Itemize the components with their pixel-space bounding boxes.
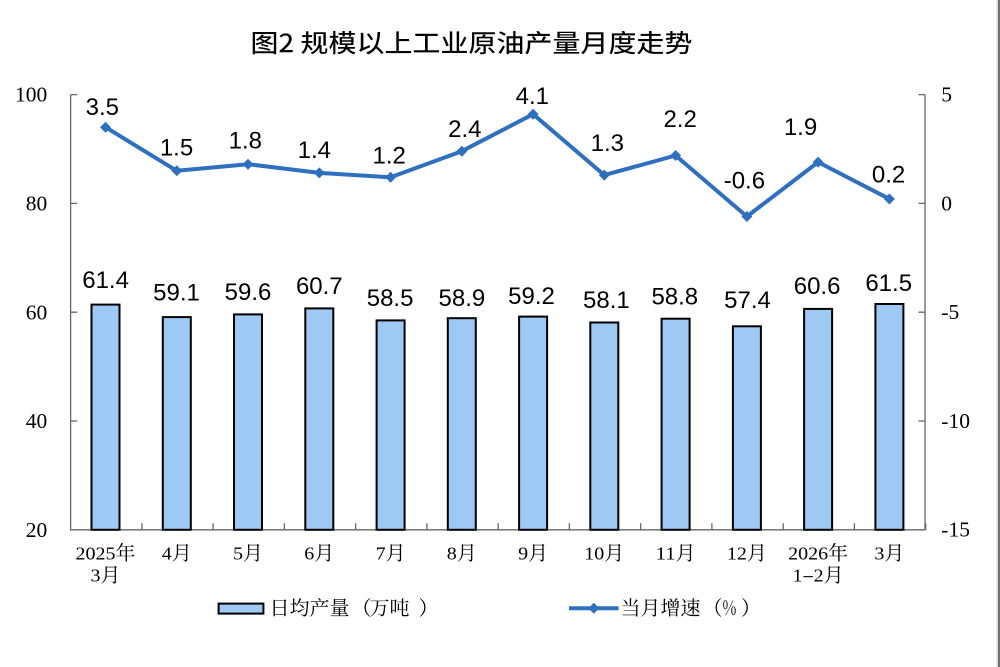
svg-text:-10: -10 bbox=[941, 409, 970, 433]
svg-text:59.1: 59.1 bbox=[153, 280, 200, 307]
svg-text:1.8: 1.8 bbox=[229, 127, 262, 154]
svg-text:0: 0 bbox=[941, 191, 952, 215]
svg-text:0.2: 0.2 bbox=[872, 162, 905, 189]
svg-text:7: 7 bbox=[376, 543, 386, 563]
svg-text:2.4: 2.4 bbox=[448, 116, 481, 143]
svg-text:1: 1 bbox=[793, 565, 803, 585]
svg-text:40: 40 bbox=[26, 409, 48, 433]
svg-text:11: 11 bbox=[656, 543, 676, 563]
svg-text:58.1: 58.1 bbox=[583, 287, 630, 314]
svg-text:5: 5 bbox=[941, 83, 952, 107]
svg-text:58.8: 58.8 bbox=[651, 284, 698, 311]
svg-text:60.7: 60.7 bbox=[296, 273, 343, 300]
svg-text:60: 60 bbox=[26, 300, 48, 324]
svg-text:58.5: 58.5 bbox=[367, 285, 414, 312]
svg-text:1.3: 1.3 bbox=[591, 130, 624, 157]
svg-text:3.5: 3.5 bbox=[86, 94, 119, 121]
svg-text:1.5: 1.5 bbox=[160, 134, 193, 161]
svg-text:4: 4 bbox=[162, 543, 172, 563]
svg-text:57.4: 57.4 bbox=[724, 287, 771, 314]
svg-text:1.2: 1.2 bbox=[373, 143, 406, 170]
svg-text:2025: 2025 bbox=[76, 543, 116, 563]
svg-text:9: 9 bbox=[518, 543, 528, 563]
svg-text:-0.6: -0.6 bbox=[724, 168, 765, 195]
svg-text:1.4: 1.4 bbox=[298, 137, 331, 164]
svg-text:20: 20 bbox=[26, 518, 48, 542]
svg-text:3: 3 bbox=[874, 543, 884, 563]
svg-text:6: 6 bbox=[304, 543, 314, 563]
svg-text:2.2: 2.2 bbox=[664, 106, 697, 133]
svg-text:58.9: 58.9 bbox=[439, 285, 486, 312]
svg-text:61.4: 61.4 bbox=[82, 267, 129, 294]
svg-text:2026: 2026 bbox=[788, 543, 828, 563]
svg-text:1.9: 1.9 bbox=[784, 114, 817, 141]
svg-text:2: 2 bbox=[814, 565, 824, 585]
svg-text:-5: -5 bbox=[941, 300, 959, 324]
svg-text:61.5: 61.5 bbox=[865, 270, 912, 297]
svg-text:8: 8 bbox=[447, 543, 457, 563]
svg-text:100: 100 bbox=[15, 83, 47, 107]
svg-text:4.1: 4.1 bbox=[516, 83, 549, 110]
svg-text:60.6: 60.6 bbox=[794, 273, 841, 300]
svg-text:10: 10 bbox=[584, 543, 604, 563]
svg-text:59.6: 59.6 bbox=[225, 279, 272, 306]
svg-text:5: 5 bbox=[233, 543, 243, 563]
svg-text:80: 80 bbox=[26, 192, 48, 216]
svg-text:12: 12 bbox=[727, 543, 747, 563]
svg-text:59.2: 59.2 bbox=[508, 283, 555, 310]
svg-text:-15: -15 bbox=[941, 518, 970, 542]
svg-text:3: 3 bbox=[91, 565, 101, 585]
